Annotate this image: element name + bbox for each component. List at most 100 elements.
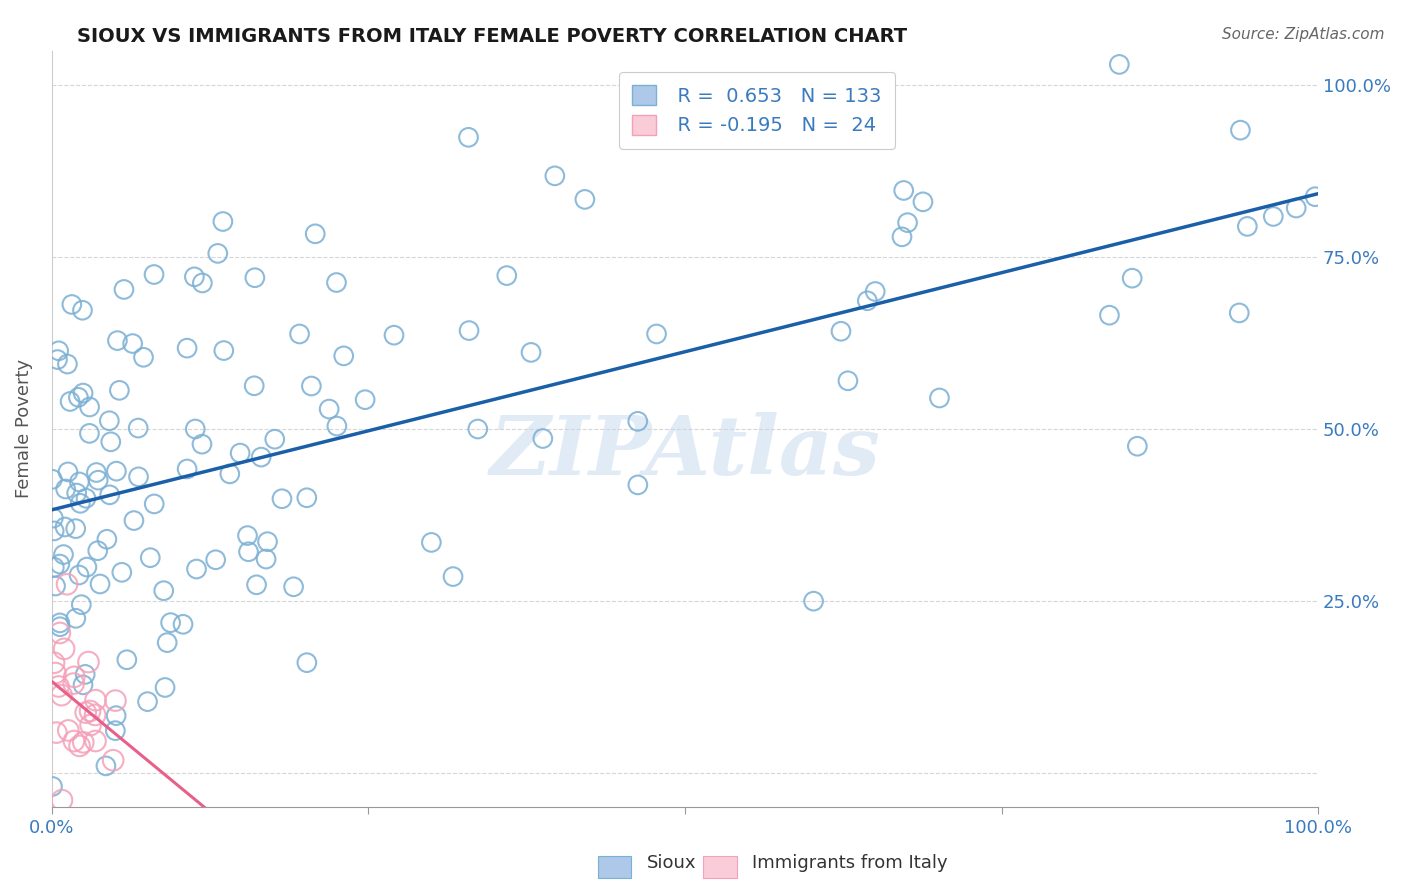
Point [79,704,101,718]
Point [441,569,464,583]
Point [863,285,886,299]
Point [86,466,108,480]
Point [256,534,278,549]
Point [299,379,322,393]
Point [295,491,318,505]
Point [1263,210,1285,224]
Point [184,422,207,436]
Point [63,670,86,684]
Text: Immigrants from Italy: Immigrants from Italy [752,855,948,872]
Point [84,693,107,707]
Point [89,577,111,591]
Point [803,594,825,608]
Point [304,227,326,241]
Point [288,326,311,341]
Point [574,193,596,207]
Point [159,615,181,630]
Point [238,545,260,559]
Point [111,566,134,580]
Point [96,533,118,547]
Point [212,343,235,358]
Point [63,734,86,748]
Point [325,276,347,290]
Point [121,336,143,351]
Point [52,548,75,562]
Point [62,676,84,690]
Point [1236,219,1258,234]
Point [56,357,79,371]
Point [856,293,879,308]
Point [42,511,65,525]
Point [1303,189,1326,203]
Text: SIOUX VS IMMIGRANTS FROM ITALY FEMALE POVERTY CORRELATION CHART: SIOUX VS IMMIGRANTS FROM ITALY FEMALE PO… [77,27,907,45]
Point [143,268,166,282]
Point [51,688,73,702]
Point [245,578,267,592]
Point [41,472,63,486]
Point [48,680,70,694]
Point [67,475,90,489]
Point [72,386,94,401]
Point [84,707,107,722]
Point [107,334,129,348]
Point [212,214,235,228]
Point [911,194,934,209]
Point [420,535,443,549]
Point [830,324,852,338]
Point [56,465,79,479]
Point [58,723,80,738]
Point [1285,201,1308,215]
Point [204,553,226,567]
Point [79,718,101,732]
Point [67,568,90,582]
Point [100,434,122,449]
Point [186,562,208,576]
Point [44,666,66,681]
Point [45,725,67,739]
Point [645,326,668,341]
Point [627,478,650,492]
Point [928,391,950,405]
Point [128,470,150,484]
Point [236,528,259,542]
Point [207,246,229,260]
Point [75,706,97,720]
Point [53,641,76,656]
Point [1108,57,1130,71]
Point [1229,123,1251,137]
Point [191,276,214,290]
Point [544,169,567,183]
Point [318,402,340,417]
Point [45,579,67,593]
Point [49,557,72,571]
Point [48,343,70,358]
Point [382,328,405,343]
Point [65,611,87,625]
Point [72,678,94,692]
Point [72,303,94,318]
Point [531,432,554,446]
Point [51,793,73,807]
Point [59,394,82,409]
Point [56,577,79,591]
Point [139,550,162,565]
Y-axis label: Female Poverty: Female Poverty [15,359,32,499]
Point [115,653,138,667]
Point [84,734,107,748]
Point [77,655,100,669]
Point [122,514,145,528]
Point [75,667,97,681]
Point [354,392,377,407]
Point [112,283,135,297]
Point [893,184,915,198]
Text: ZIPAtlas: ZIPAtlas [489,411,880,491]
Text: Source: ZipAtlas.com: Source: ZipAtlas.com [1222,27,1385,42]
Point [176,462,198,476]
Point [467,422,489,436]
Point [156,635,179,649]
Point [98,488,121,502]
Point [101,753,124,767]
Point [44,560,66,574]
Point [49,620,72,634]
Point [67,390,90,404]
